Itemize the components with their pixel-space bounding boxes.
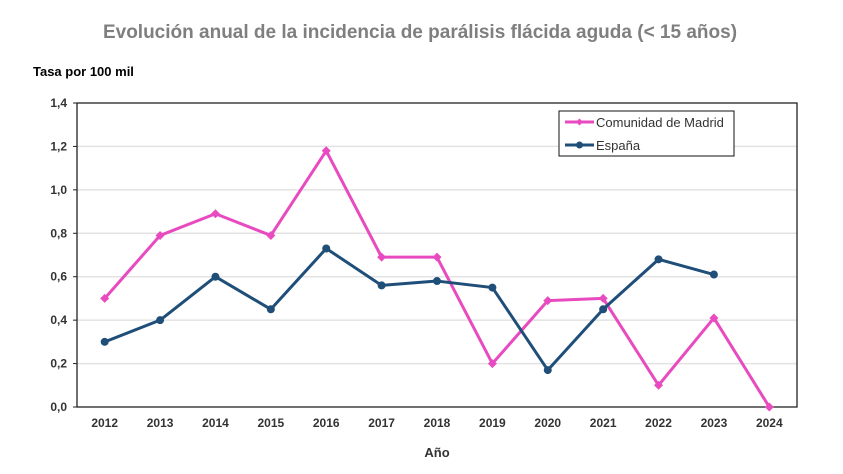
y-axis-ticks: 0,0 0,2 0,4 0,6 0,8 1,0 1,2 1,4 <box>50 96 77 414</box>
data-point-espana <box>543 366 552 375</box>
data-point-madrid <box>654 380 664 390</box>
legend-marker-espana <box>576 141 583 149</box>
x-tick-label: 2019 <box>479 416 506 430</box>
chart-title: Evolución anual de la incidencia de pará… <box>103 22 737 43</box>
data-point-espana <box>322 244 331 253</box>
x-tick-label: 2023 <box>701 416 728 430</box>
legend-label-espana: España <box>596 138 641 153</box>
y-tick-label: 0,8 <box>50 226 67 240</box>
y-tick-label: 1,2 <box>50 139 67 153</box>
y-tick-label: 0,0 <box>50 400 67 414</box>
y-tick-label: 1,4 <box>50 96 67 110</box>
x-tick-label: 2022 <box>645 416 672 430</box>
data-point-madrid <box>100 293 110 303</box>
x-tick-label: 2015 <box>257 416 284 430</box>
data-point-madrid <box>155 230 165 240</box>
x-tick-label: 2013 <box>147 416 174 430</box>
legend: Comunidad de Madrid España <box>558 110 735 157</box>
data-point-espana <box>709 270 718 279</box>
series-line-espana <box>104 246 715 372</box>
x-tick-label: 2016 <box>313 416 340 430</box>
data-point-espana <box>488 283 497 292</box>
data-point-espana <box>156 316 165 325</box>
series-group <box>100 146 774 412</box>
y-tick-label: 0,6 <box>50 270 67 284</box>
x-tick-label: 2014 <box>202 416 229 430</box>
data-point-madrid <box>432 252 442 262</box>
data-point-madrid <box>764 402 774 412</box>
plot-area <box>76 102 798 408</box>
data-point-madrid <box>321 146 331 156</box>
data-point-madrid <box>543 296 553 306</box>
y-tick-label: 0,2 <box>50 357 67 371</box>
x-tick-label: 2018 <box>424 416 451 430</box>
legend-box <box>558 110 735 157</box>
x-tick-label: 2024 <box>756 416 783 430</box>
data-point-madrid <box>598 293 608 303</box>
x-tick-label: 2020 <box>534 416 561 430</box>
data-point-espana <box>599 305 608 314</box>
data-point-espana <box>100 337 109 346</box>
data-point-madrid <box>266 230 276 240</box>
x-tick-label: 2021 <box>590 416 617 430</box>
legend-marker-madrid <box>576 118 583 126</box>
data-point-espana <box>377 281 386 290</box>
y-axis-label: Tasa por 100 mil <box>33 64 134 79</box>
y-tick-label: 0,4 <box>50 313 67 327</box>
x-tick-label: 2017 <box>368 416 395 430</box>
data-point-madrid <box>487 359 497 369</box>
data-point-espana <box>211 272 220 281</box>
data-point-madrid <box>210 209 220 219</box>
legend-label-madrid: Comunidad de Madrid <box>596 115 724 130</box>
y-tick-label: 1,0 <box>50 183 67 197</box>
x-tick-label: 2012 <box>91 416 118 430</box>
data-point-madrid <box>377 252 387 262</box>
data-point-madrid <box>709 313 719 323</box>
data-point-espana <box>654 255 663 264</box>
data-point-espana <box>433 277 441 286</box>
data-point-espana <box>266 305 275 314</box>
x-axis-ticks: 2012 2013 2014 2015 2016 2017 2018 2019 2020 2021… <box>91 416 783 430</box>
x-axis-label: Año <box>424 445 449 460</box>
